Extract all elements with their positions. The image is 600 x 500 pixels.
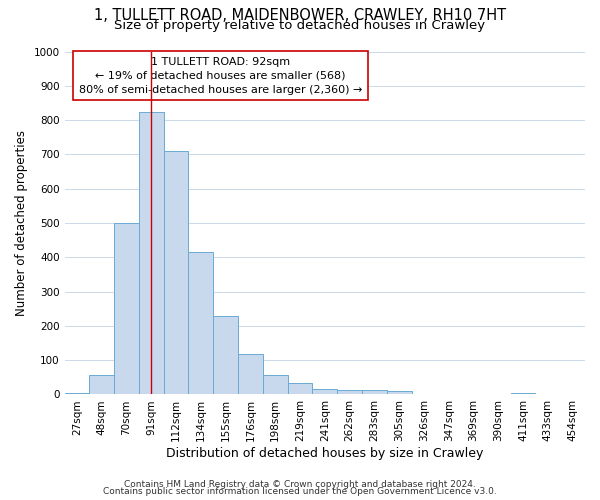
Bar [362,390,387,394]
Bar [263,375,287,394]
Bar [238,354,263,395]
Bar [337,390,362,394]
Bar [188,252,213,394]
Bar [65,392,89,394]
Text: 1 TULLETT ROAD: 92sqm
← 19% of detached houses are smaller (568)
80% of semi-det: 1 TULLETT ROAD: 92sqm ← 19% of detached … [79,56,362,94]
Bar [139,112,164,395]
Bar [114,223,139,394]
Text: Size of property relative to detached houses in Crawley: Size of property relative to detached ho… [115,19,485,32]
X-axis label: Distribution of detached houses by size in Crawley: Distribution of detached houses by size … [166,447,484,460]
Bar [287,383,313,394]
Text: Contains HM Land Registry data © Crown copyright and database right 2024.: Contains HM Land Registry data © Crown c… [124,480,476,489]
Y-axis label: Number of detached properties: Number of detached properties [15,130,28,316]
Bar [313,390,337,394]
Bar [387,391,412,394]
Bar [213,316,238,394]
Bar [89,375,114,394]
Text: Contains public sector information licensed under the Open Government Licence v3: Contains public sector information licen… [103,487,497,496]
Text: 1, TULLETT ROAD, MAIDENBOWER, CRAWLEY, RH10 7HT: 1, TULLETT ROAD, MAIDENBOWER, CRAWLEY, R… [94,8,506,22]
Bar [164,151,188,394]
Bar [511,392,535,394]
